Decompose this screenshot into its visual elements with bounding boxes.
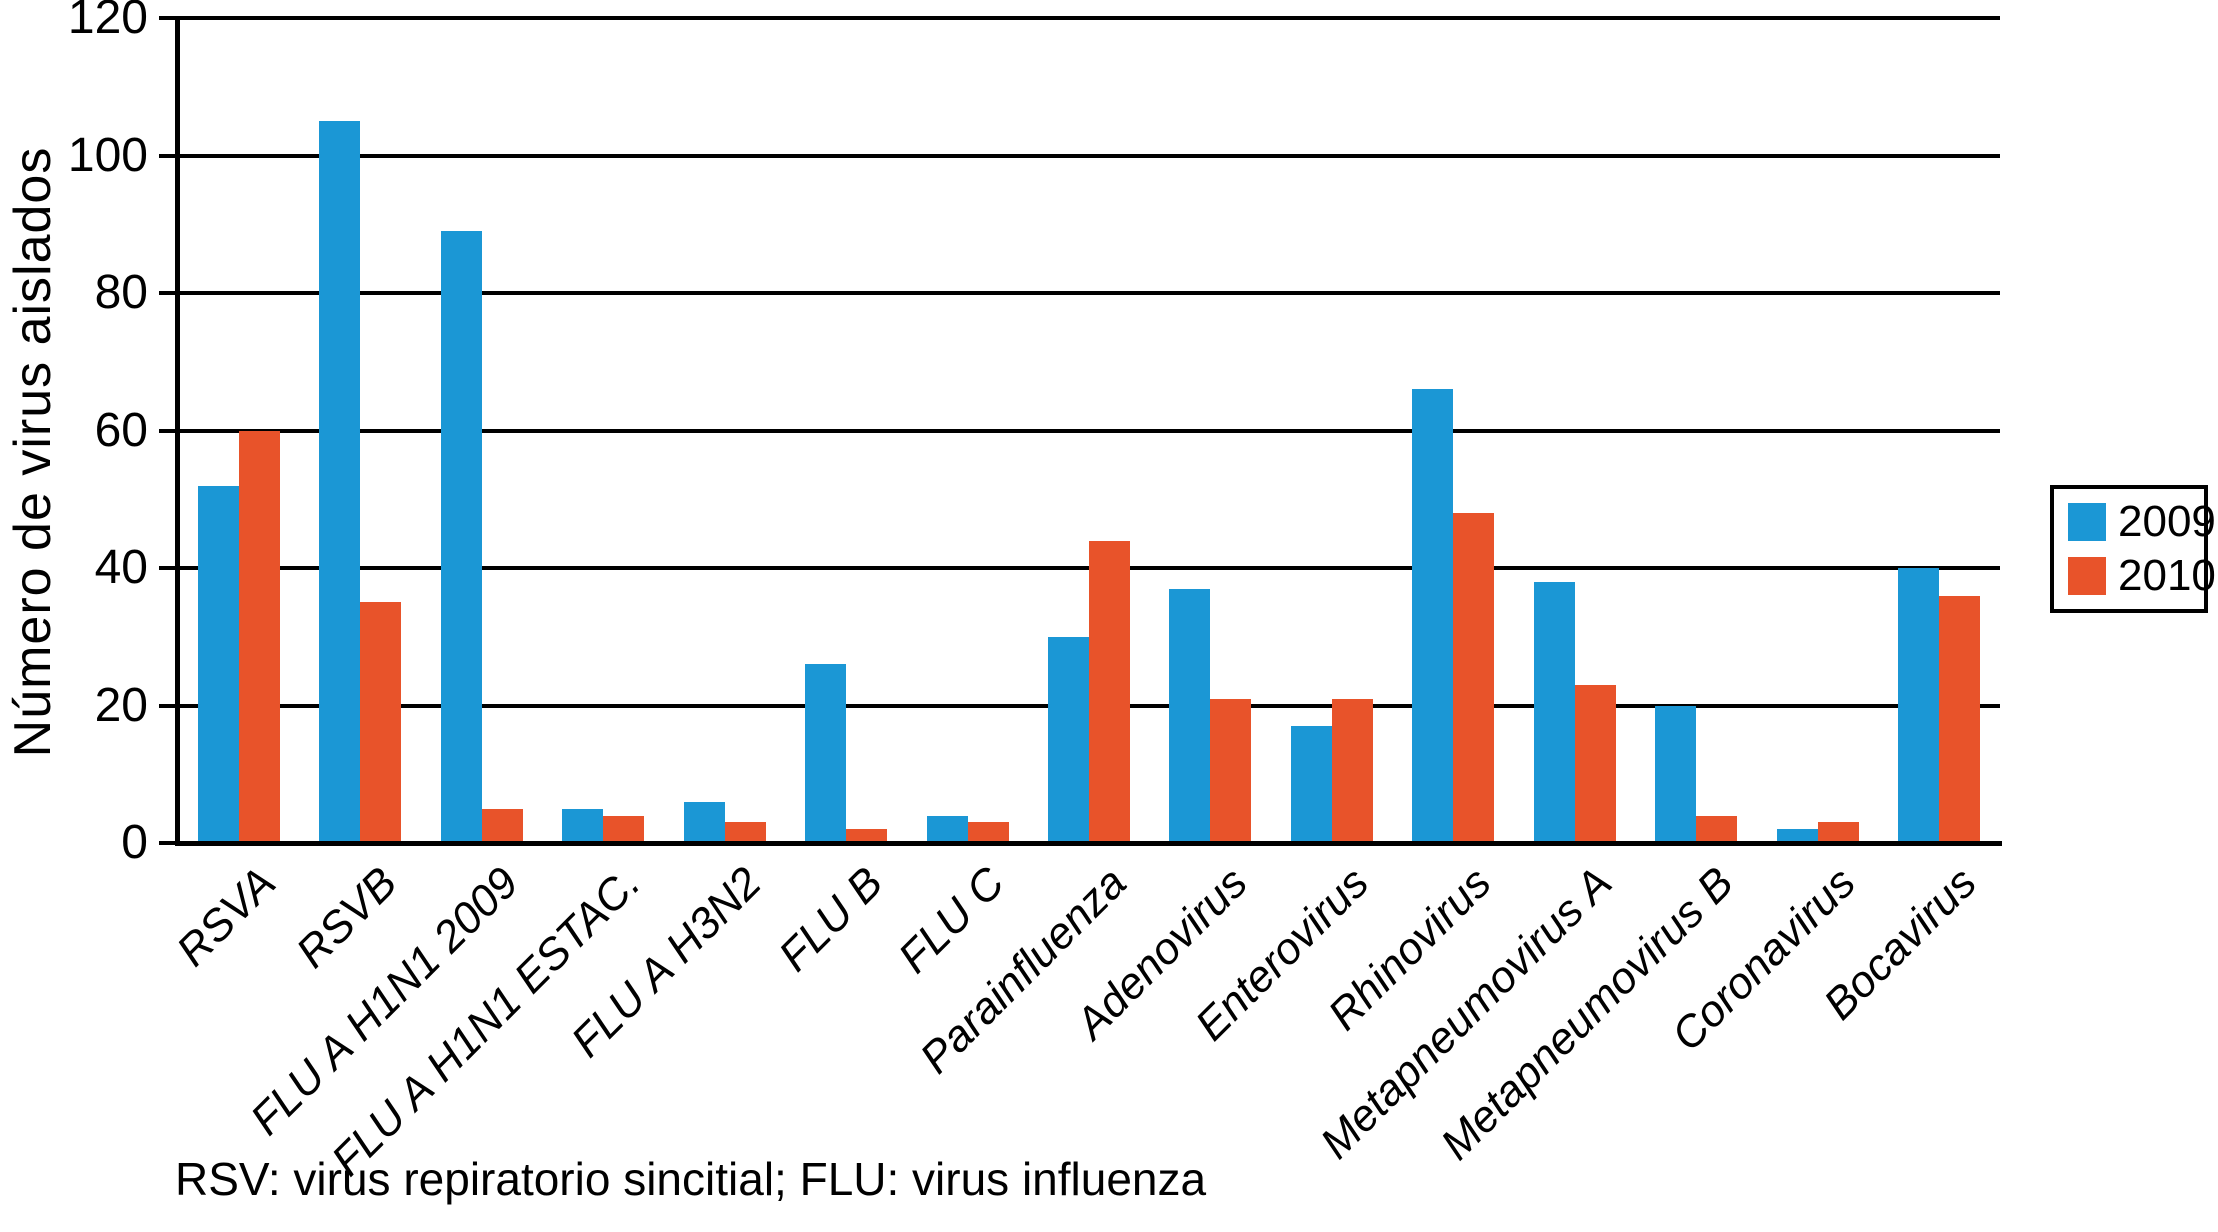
bar-2009-coronavirus — [1776, 829, 1818, 843]
y-tick-label-60: 60 — [94, 403, 148, 457]
bar-2010-flu-a-h1n1-estac — [603, 815, 645, 843]
bar-2010-flu-a-h1n1-2009 — [481, 808, 523, 843]
y-tick-60 — [159, 428, 178, 433]
bar-2010-flu-a-h3n2 — [724, 822, 766, 843]
x-category-label-flu-b: FLU B — [769, 858, 893, 981]
bar-2010-parainfluenza — [1089, 540, 1130, 843]
legend-item-2009: 2009 — [2068, 499, 2216, 544]
bar-2010-adenovirus — [1210, 698, 1252, 843]
gridline-y-80 — [178, 291, 2000, 295]
y-tick-80 — [159, 291, 178, 295]
y-tick-100 — [159, 153, 178, 158]
bar-2010-bocavirus — [1939, 595, 1981, 843]
y-tick-label-80: 80 — [94, 266, 148, 319]
bar-2009-flu-a-h1n1-estac — [562, 808, 604, 843]
y-tick-20 — [159, 703, 178, 708]
legend: 2009 2010 — [2050, 485, 2216, 613]
x-category-label-rsva: RSVA — [167, 858, 286, 976]
bar-2009-flu-a-h3n2 — [683, 801, 725, 843]
bar-2010-flu-c — [967, 822, 1009, 843]
bar-2009-rsva — [197, 485, 239, 843]
y-tick-label-100: 100 — [67, 128, 148, 182]
legend-swatch-2010 — [2068, 557, 2106, 596]
chart-footnote: RSV: virus repiratorio sincitial; FLU: v… — [175, 1153, 1207, 1205]
y-tick-120 — [159, 16, 178, 20]
legend-item-2010: 2010 — [2068, 554, 2216, 598]
bar-2009-adenovirus — [1169, 588, 1211, 843]
bar-2009-rsvb — [319, 121, 361, 843]
legend-swatch-2009 — [2068, 502, 2106, 541]
bar-2010-metapneumovirus-a — [1574, 684, 1616, 843]
bar-2010-rhinovirus — [1453, 513, 1495, 843]
y-tick-0 — [159, 841, 178, 845]
bar-2009-bocavirus — [1898, 568, 1940, 843]
legend-label-2010: 2010 — [2118, 551, 2216, 601]
bar-2009-rhinovirus — [1412, 389, 1454, 843]
gridline-y-120 — [178, 16, 2000, 20]
bar-2009-parainfluenza — [1048, 636, 1089, 843]
bar-2010-enterovirus — [1331, 698, 1373, 843]
bar-2009-metapneumovirus-a — [1533, 581, 1575, 843]
legend-label-2009: 2009 — [2118, 496, 2216, 546]
bar-2010-metapneumovirus-b — [1696, 815, 1738, 843]
gridline-y-60 — [178, 428, 2000, 433]
bar-2010-coronavirus — [1817, 822, 1859, 843]
y-tick-label-20: 20 — [94, 678, 148, 732]
gridline-y-100 — [178, 153, 2000, 158]
y-tick-label-40: 40 — [94, 541, 148, 594]
bar-2009-flu-c — [926, 815, 968, 843]
bar-2009-flu-a-h1n1-2009 — [440, 231, 482, 843]
bar-2010-flu-b — [846, 829, 888, 843]
y-tick-label-0: 0 — [121, 816, 148, 869]
y-tick-label-120: 120 — [67, 0, 148, 44]
x-axis-line — [175, 841, 2002, 846]
bar-2009-flu-b — [805, 664, 847, 843]
bar-2010-rsva — [238, 430, 280, 843]
bar-2009-metapneumovirus-b — [1655, 705, 1697, 843]
bar-2009-enterovirus — [1290, 726, 1332, 843]
bar-2010-rsvb — [360, 602, 402, 843]
y-tick-40 — [159, 566, 178, 570]
